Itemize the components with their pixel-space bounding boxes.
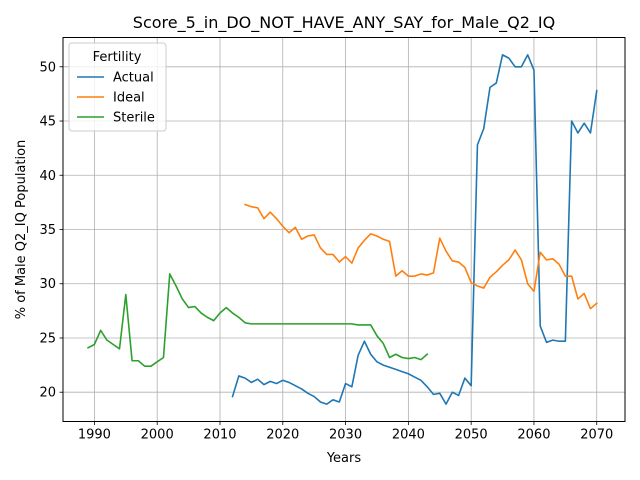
legend-items: Actual Ideal Sterile [77,71,155,126]
y-tick-label: 40 [39,169,56,184]
chart-title: Score_5_in_DO_NOT_HAVE_ANY_SAY_for_Male_… [133,13,555,33]
legend: Fertility Actual Ideal Sterile [68,42,167,132]
y-tick-label: 20 [39,386,56,401]
legend-label-actual: Actual [113,71,154,86]
series-line-actual [231,54,598,405]
series-line-sterile [87,273,429,367]
legend-box [68,42,167,132]
x-tick-label: 2050 [455,428,488,443]
series-line-ideal [244,203,598,310]
legend-label-ideal: Ideal [113,91,145,106]
x-tick-label: 2070 [580,428,613,443]
x-tick-label: 2010 [203,428,236,443]
x-tick-label: 2020 [266,428,299,443]
y-tick-label: 30 [39,277,56,292]
x-tick-label: 2030 [329,428,362,443]
axis-ticks: 1990 2000 2010 2020 2030 2040 2050 2060 2070 20 25… [39,60,613,442]
x-tick-label: 2060 [517,428,550,443]
x-tick-label: 2040 [392,428,425,443]
x-tick-label: 2000 [141,428,174,443]
y-tick-label: 25 [39,331,56,346]
y-tick-label: 35 [39,223,56,238]
x-axis-label: Years [326,451,362,466]
series-lines [87,54,598,405]
legend-label-sterile: Sterile [113,111,155,126]
x-tick-label: 1990 [78,428,111,443]
y-tick-label: 50 [39,60,56,75]
legend-title: Fertility [93,50,142,65]
y-axis-label: % of Male Q2_IQ Population [14,140,29,320]
y-tick-label: 45 [39,115,56,130]
